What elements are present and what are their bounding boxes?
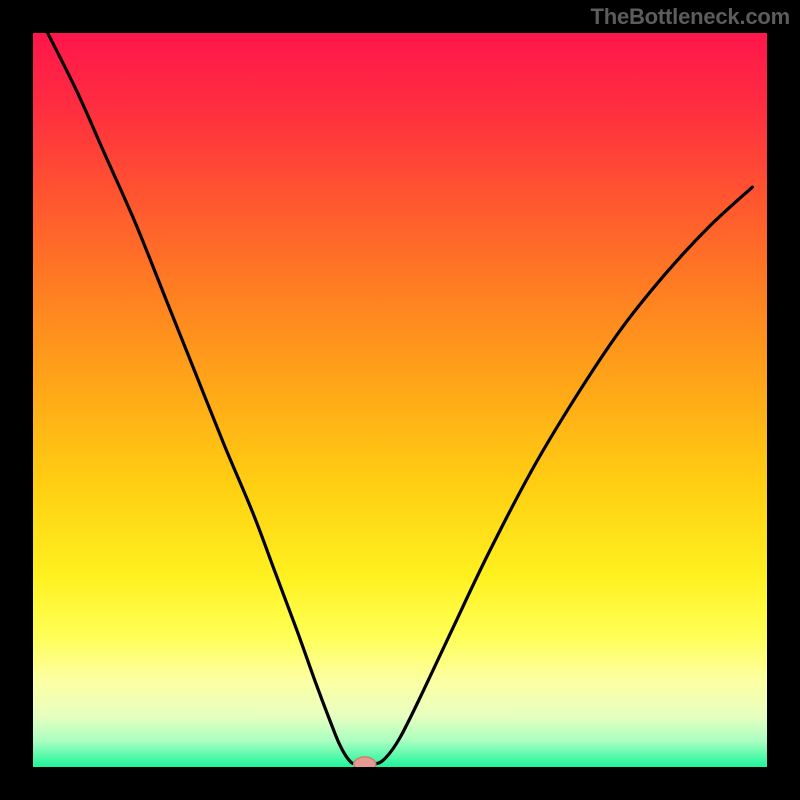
attribution-text: TheBottleneck.com [590,4,790,30]
optimal-point-marker [354,757,376,771]
bottleneck-chart [0,0,800,800]
chart-frame: TheBottleneck.com [0,0,800,800]
gradient-background [33,33,767,767]
